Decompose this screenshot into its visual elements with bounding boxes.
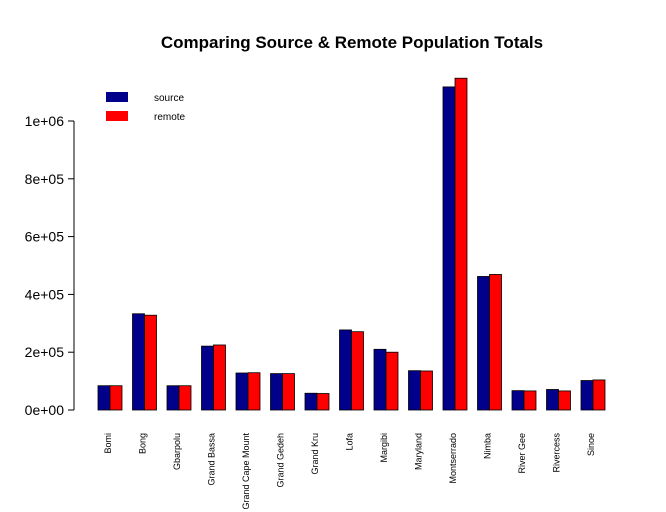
- bar-remote: [109, 385, 123, 411]
- x-tick-label: Gbarpolu: [172, 433, 182, 470]
- x-tick-label: Grand Cape Mount: [241, 433, 251, 510]
- bar-remote: [592, 379, 606, 411]
- bar-source: [546, 389, 559, 411]
- bar-source: [408, 370, 421, 411]
- legend-swatch-remote: [106, 111, 128, 121]
- bar-source: [97, 385, 111, 411]
- bar-source: [132, 313, 145, 411]
- x-tick-label: Lofa: [345, 433, 355, 451]
- bar-source: [304, 392, 318, 411]
- x-tick-label: Nimba: [483, 433, 493, 459]
- bar-source: [477, 276, 490, 411]
- x-tick-label: River Gee: [517, 433, 527, 474]
- bar-source: [235, 372, 249, 411]
- y-tick-label: 2e+05: [25, 344, 65, 360]
- bar-source: [339, 329, 352, 411]
- bar-source: [373, 348, 387, 411]
- bar-remote: [454, 77, 468, 411]
- y-tick-label: 8e+05: [25, 171, 65, 187]
- x-tick-label: Bong: [138, 433, 148, 454]
- bar-remote: [213, 344, 226, 411]
- chart-title: Comparing Source & Remote Population Tot…: [161, 33, 543, 52]
- bar-source: [166, 385, 180, 411]
- x-axis-labels: Bomi Bong Gbarpolu Grand Bassa Grand Cape Mo…: [103, 433, 596, 510]
- bar-remote: [351, 331, 364, 411]
- bar-remote: [489, 274, 502, 411]
- bar-remote: [558, 390, 571, 411]
- y-tick-label: 0e+00: [25, 402, 65, 418]
- bar-source: [270, 373, 283, 411]
- x-tick-label: Margibi: [379, 433, 389, 463]
- x-tick-label: Grand Gedeh: [276, 433, 286, 488]
- y-axis: 0e+00 2e+05 4e+05 6e+05 8e+05 1e+06: [25, 113, 74, 418]
- bar-remote: [385, 351, 399, 411]
- bar-remote: [282, 373, 295, 411]
- bar-remote: [523, 390, 537, 411]
- bar-source: [442, 86, 456, 411]
- x-tick-label: Sinoe: [586, 433, 596, 456]
- x-tick-label: Montserrado: [448, 433, 458, 484]
- legend-swatch-source: [106, 92, 128, 102]
- legend-label-remote: remote: [154, 112, 186, 123]
- legend: source remote: [106, 92, 186, 123]
- bars: [97, 77, 606, 411]
- bar-remote: [316, 393, 330, 411]
- x-tick-label: Grand Bassa: [207, 433, 217, 486]
- bar-remote: [247, 372, 261, 411]
- bar-source: [201, 345, 214, 411]
- x-tick-label: Maryland: [414, 433, 424, 470]
- bar-source: [511, 390, 525, 411]
- x-tick-label: Grand Kru: [310, 433, 320, 475]
- legend-label-source: source: [154, 93, 184, 104]
- x-tick-label: Rivercess: [552, 433, 562, 473]
- y-tick-label: 6e+05: [25, 229, 65, 245]
- bar-source: [580, 380, 594, 411]
- x-tick-label: Bomi: [103, 433, 113, 454]
- bar-remote: [420, 370, 433, 411]
- y-tick-label: 1e+06: [25, 113, 65, 129]
- bar-remote: [178, 385, 192, 411]
- y-tick-label: 4e+05: [25, 286, 65, 302]
- bar-remote: [144, 314, 157, 411]
